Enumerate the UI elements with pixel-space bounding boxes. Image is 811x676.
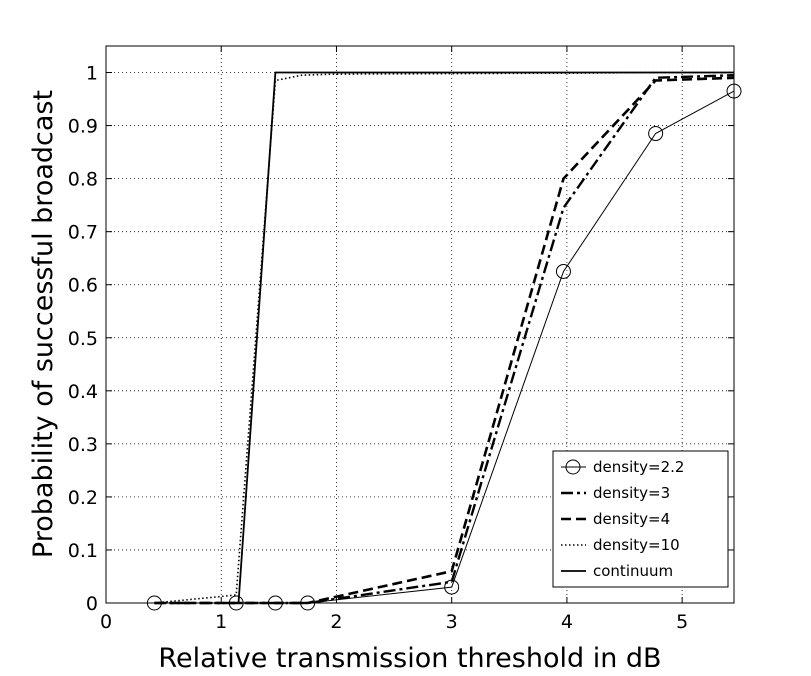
data-point-marker: [726, 83, 742, 99]
y-tick-label: 0: [86, 593, 98, 615]
axis-ticks: 0 1 2 3 4 5 0 0.1 0.2 0.3 0.4 0.5 0.6 0.7 0.8 0.9 1: [68, 46, 734, 633]
x-axis-label: Relative transmission threshold in dB: [158, 643, 661, 674]
y-tick-label: 0.5: [68, 328, 98, 350]
y-tick-label: 0.9: [68, 116, 98, 138]
series-2: [154, 74, 735, 605]
series-line: [154, 74, 735, 605]
x-tick-label: 4: [561, 611, 573, 633]
x-tick-label: 5: [676, 611, 688, 633]
legend-entry: density=2.2: [593, 458, 684, 476]
y-tick-label: 0.7: [68, 222, 98, 244]
x-tick-label: 2: [330, 611, 342, 633]
data-point-marker: [555, 263, 571, 279]
y-tick-label: 0.1: [68, 540, 98, 562]
series-layer: [146, 71, 742, 611]
series-line: [237, 71, 734, 604]
y-tick-label: 0.2: [68, 487, 98, 509]
x-tick-label: 0: [100, 611, 112, 633]
x-tick-label: 1: [215, 611, 227, 633]
legend-entry: density=10: [593, 536, 680, 554]
x-tick-label: 3: [446, 611, 458, 633]
legend-entry: density=3: [593, 484, 670, 502]
y-tick-label: 0.4: [68, 381, 98, 403]
legend: density=2.2 density=3 density=4 density=10 c…: [552, 450, 729, 588]
y-tick-label: 1: [86, 63, 98, 85]
y-tick-label: 0.3: [68, 434, 98, 456]
legend-entry: density=4: [593, 510, 670, 528]
y-tick-label: 0.6: [68, 275, 98, 297]
data-point-marker: [648, 126, 664, 142]
series-5: [237, 71, 734, 604]
series-line: [154, 76, 735, 605]
plot-area-frame: [105, 45, 735, 604]
legend-marker: [565, 459, 581, 475]
grid-lines: [106, 46, 734, 603]
series-3: [154, 76, 735, 605]
y-tick-label: 0.8: [68, 169, 98, 191]
legend-entry: continuum: [593, 562, 673, 580]
y-axis-label: Probability of successful broadcast: [28, 90, 59, 558]
